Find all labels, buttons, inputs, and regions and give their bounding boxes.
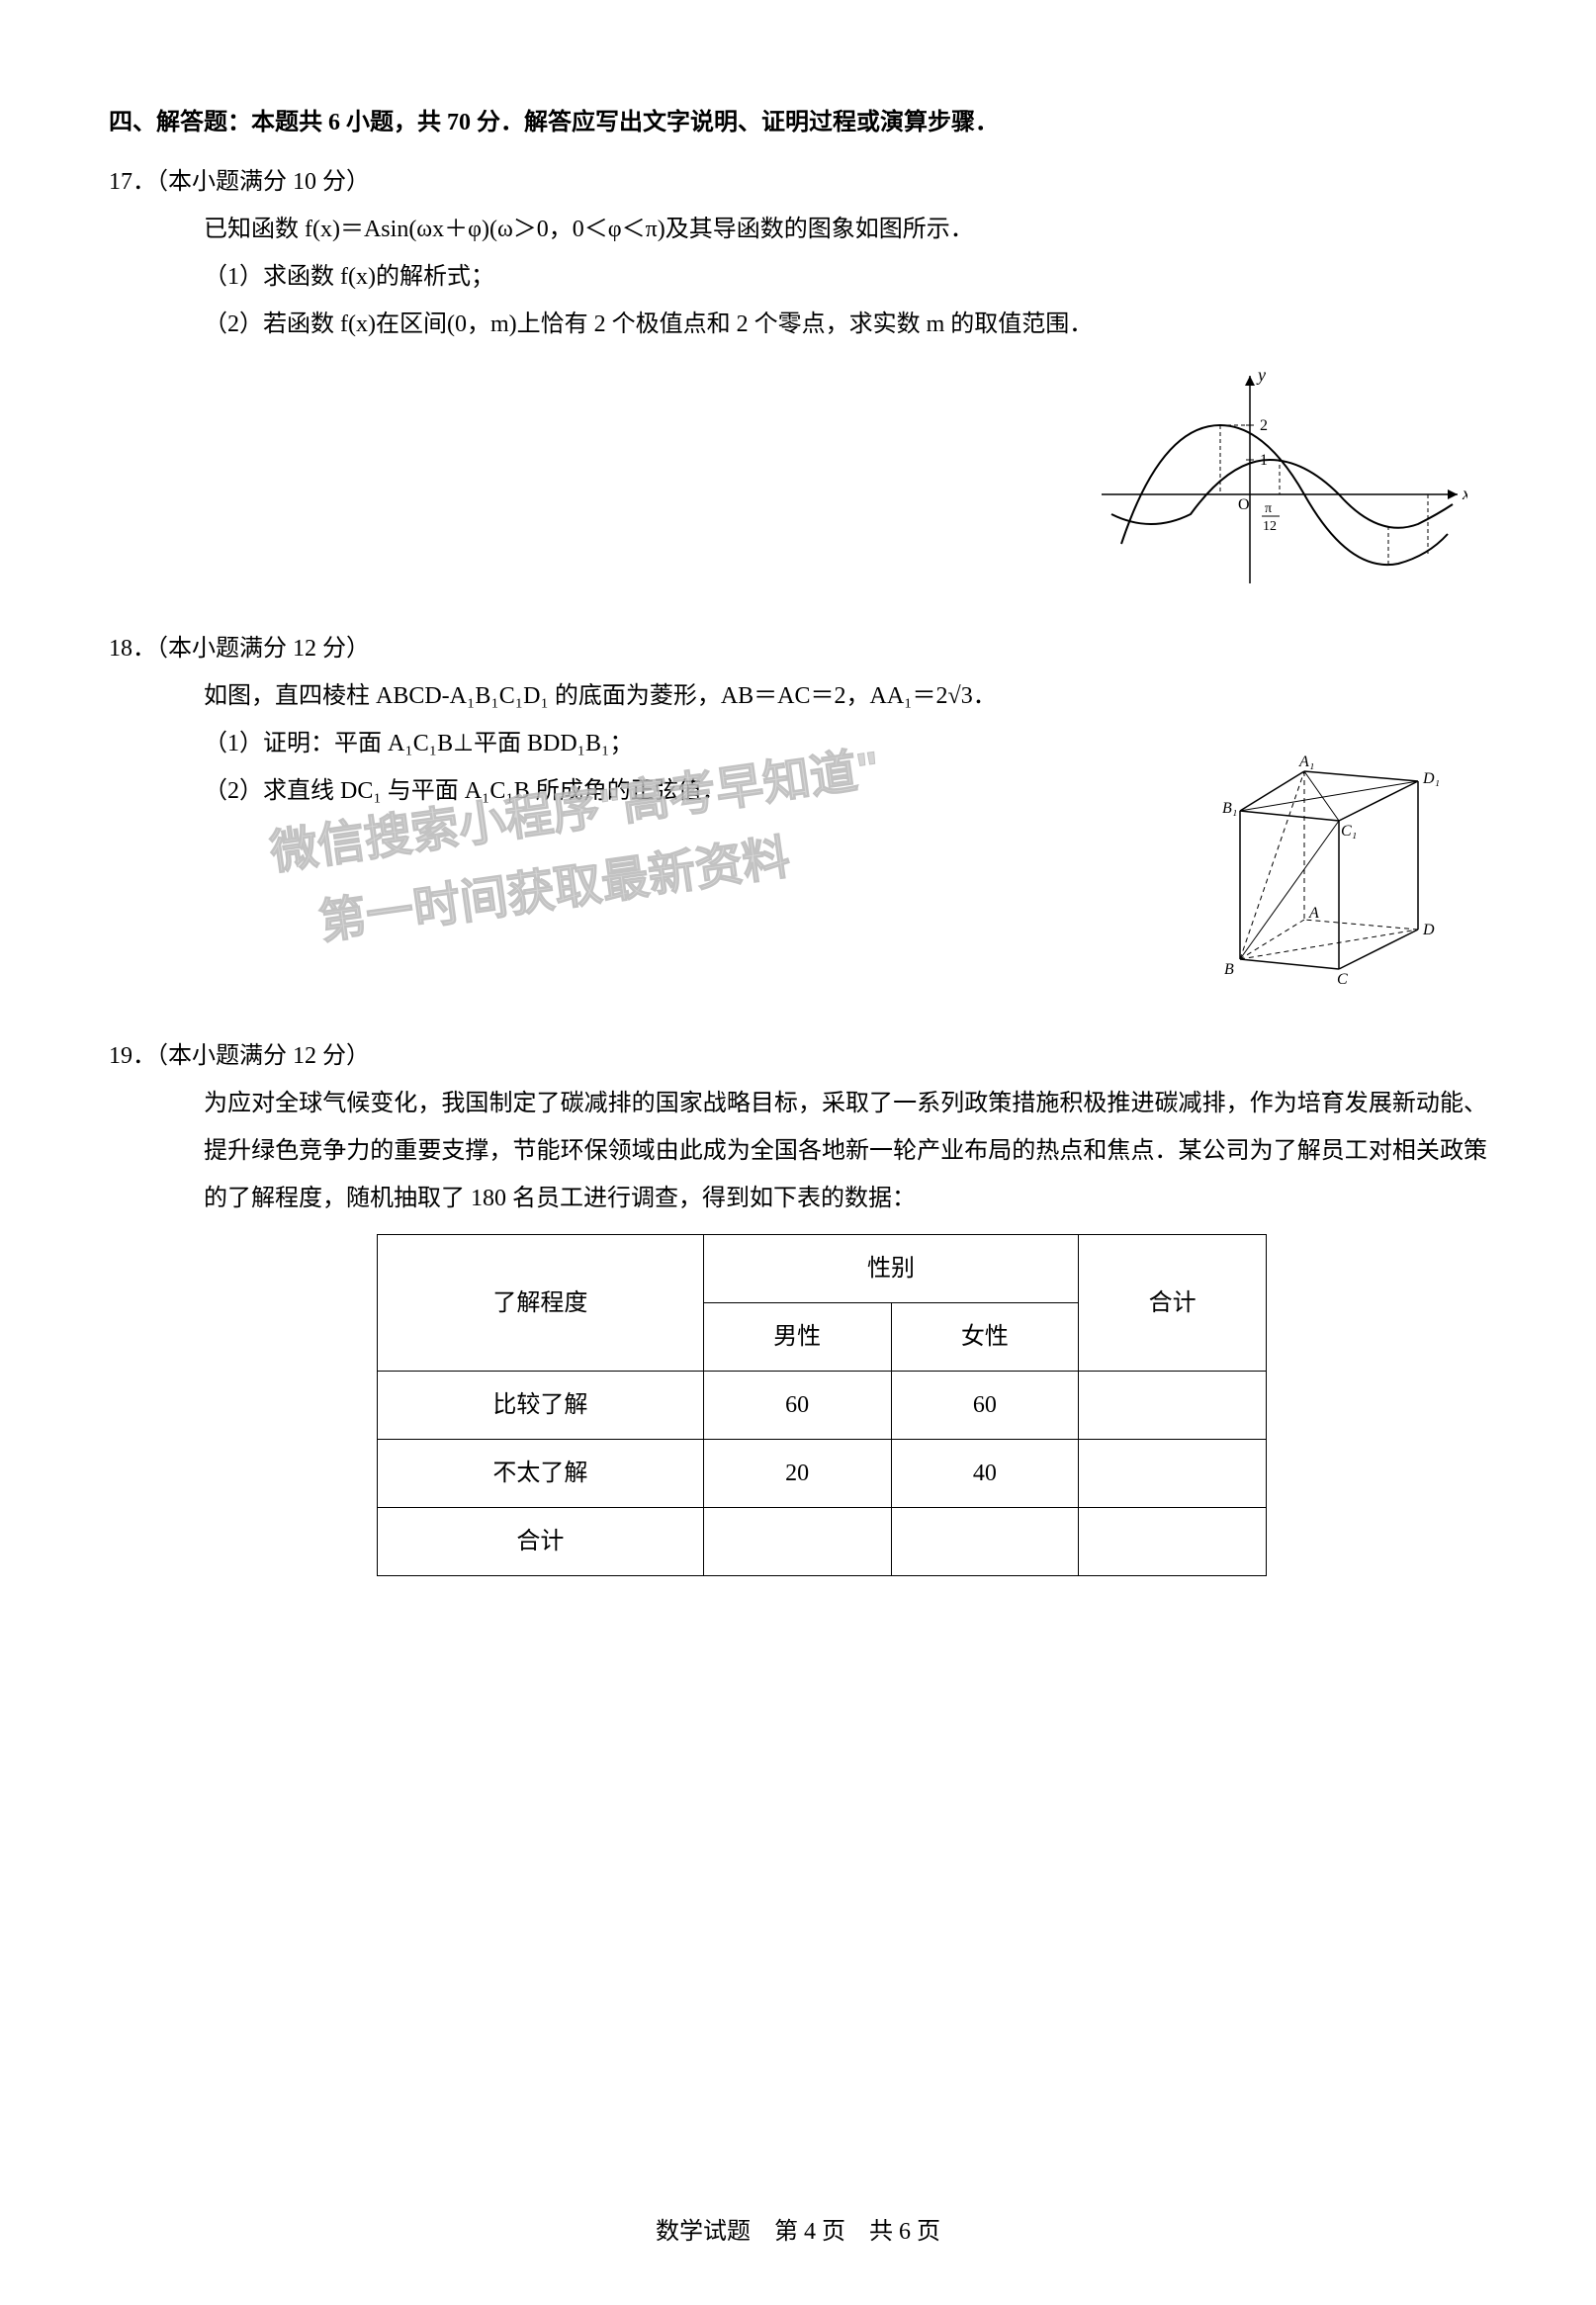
section-header: 四、解答题：本题共 6 小题，共 70 分．解答应写出文字说明、证明过程或演算步… — [109, 99, 1487, 146]
table-cell: 40 — [891, 1440, 1079, 1508]
question-17: 17．（本小题满分 10 分） 已知函数 f(x)＝Asin(ωx＋φ)(ω＞0… — [109, 158, 1487, 348]
q17-part1: （1）求函数 f(x)的解析式； — [156, 253, 1487, 301]
table-col-male: 男性 — [703, 1303, 891, 1372]
q17-number: 17．（本小题满分 10 分） — [109, 169, 370, 195]
axis-y-label: y — [1256, 366, 1266, 385]
x-tick-pi12-num: π — [1265, 501, 1272, 516]
vertex-label: D — [1422, 922, 1435, 938]
vertex-label: A — [1308, 905, 1319, 922]
x-tick-pi12-den: 12 — [1263, 519, 1277, 534]
vertex-label: C — [1337, 971, 1348, 988]
table-header-total: 合计 — [1079, 1235, 1267, 1372]
q18-given: 如图，直四棱柱 ABCD-A₁B₁C₁D₁ 的底面为菱形，AB＝AC＝2，AA₁… — [156, 672, 1487, 720]
table-cell: 60 — [703, 1372, 891, 1440]
table-col-female: 女性 — [891, 1303, 1079, 1372]
q19-table: 了解程度 性别 合计 男性 女性 比较了解 60 60 不太了解 20 — [377, 1234, 1267, 1576]
question-19: 19．（本小题满分 12 分） 为应对全球气候变化，我国制定了碳减排的国家战略目… — [109, 1032, 1487, 1576]
table-cell: 60 — [891, 1372, 1079, 1440]
q19-paragraph: 为应对全球气候变化，我国制定了碳减排的国家战略目标，采取了一系列政策措施积极推进… — [156, 1080, 1487, 1222]
vertex-label: B — [1224, 961, 1234, 978]
vertex-label: D₁ — [1422, 770, 1440, 787]
q19-number: 19．（本小题满分 12 分） — [109, 1043, 370, 1069]
q18-number: 18．（本小题满分 12 分） — [109, 636, 370, 662]
table-header-row: 了解程度 — [378, 1235, 704, 1372]
table-row-label: 不太了解 — [378, 1440, 704, 1508]
table-header-gender: 性别 — [703, 1235, 1078, 1303]
table-cell — [1079, 1372, 1267, 1440]
table-row-label: 合计 — [378, 1508, 704, 1576]
table-cell — [1079, 1440, 1267, 1508]
y-tick-2: 2 — [1260, 417, 1268, 434]
table-cell — [1079, 1508, 1267, 1576]
vertex-label: B₁ — [1222, 800, 1237, 817]
vertex-label: C₁ — [1341, 823, 1357, 840]
page-footer: 数学试题 第 4 页 共 6 页 — [0, 2211, 1596, 2246]
table-row-label: 比较了解 — [378, 1372, 704, 1440]
q17-given: 已知函数 f(x)＝Asin(ωx＋φ)(ω＞0，0＜φ＜π)及其导函数的图象如… — [156, 206, 1487, 253]
q18-prism: A₁ B₁ C₁ D₁ A B C D — [1220, 752, 1467, 989]
axis-x-label: x — [1462, 484, 1467, 503]
table-cell: 20 — [703, 1440, 891, 1508]
q17-graph: x y 1 2 π 12 O — [1092, 366, 1467, 593]
vertex-label: A₁ — [1298, 754, 1314, 770]
table-cell — [891, 1508, 1079, 1576]
table-cell — [703, 1508, 891, 1576]
origin-label: O — [1238, 496, 1250, 513]
q17-part2: （2）若函数 f(x)在区间(0，m)上恰有 2 个极值点和 2 个零点，求实数… — [156, 301, 1487, 348]
